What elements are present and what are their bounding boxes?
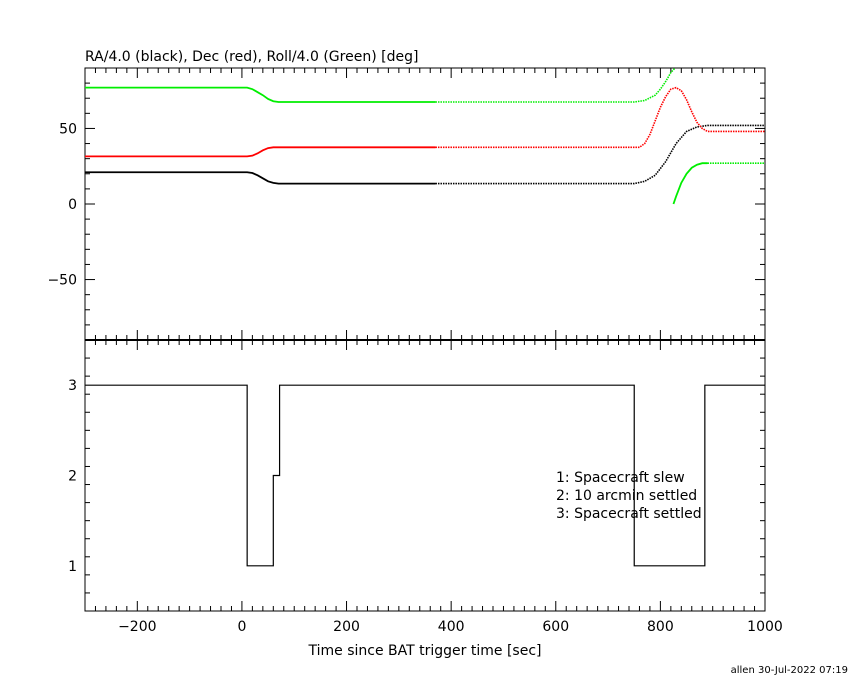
legend-entry: 3: Spacecraft settled [556, 506, 702, 522]
x-tick-label: 0 [237, 619, 246, 635]
series-line [672, 162, 708, 205]
top-plot-frame [84, 67, 766, 341]
x-tick-label: 200 [333, 619, 360, 635]
series-line [435, 67, 676, 103]
y-tick-label: 3 [68, 378, 77, 394]
x-tick-label: 800 [647, 619, 674, 635]
attitude-series [85, 67, 765, 205]
x-tick-label: 600 [542, 619, 569, 635]
x-tick-label: 400 [438, 619, 465, 635]
series-line [435, 124, 765, 185]
footer-stamp: allen 30-Jul-2022 07:19 [731, 665, 848, 676]
status-legend: 1: Spacecraft slew 2: 10 arcmin settled 3:… [556, 470, 702, 522]
legend-entry: 2: 10 arcmin settled [556, 488, 697, 504]
top-y-tick-labels: −50 0 50 [47, 121, 77, 288]
top-axis-ticks [84, 67, 766, 341]
bottom-axis-ticks [84, 339, 766, 611]
series-line [85, 86, 436, 103]
y-tick-label: 1 [68, 559, 77, 575]
y-tick-label: 2 [68, 469, 77, 485]
status-step-line [85, 384, 765, 567]
chart-title: RA/4.0 (black), Dec (red), Roll/4.0 (Gre… [85, 49, 418, 65]
y-tick-label: −50 [47, 273, 77, 289]
series-line [435, 86, 765, 149]
x-tick-labels: −200 0 200 400 600 800 1000 [118, 619, 783, 635]
series-line [85, 146, 436, 158]
x-axis-label: Time since BAT trigger time [sec] [308, 643, 542, 659]
legend-entry: 1: Spacecraft slew [556, 470, 685, 486]
y-tick-label: 50 [59, 121, 77, 137]
series-line [85, 171, 436, 185]
x-tick-label: −200 [118, 619, 156, 635]
y-tick-label: 0 [68, 197, 77, 213]
x-tick-label: 1000 [747, 619, 783, 635]
status-series [85, 384, 765, 567]
bottom-y-tick-labels: 1 2 3 [68, 378, 77, 575]
